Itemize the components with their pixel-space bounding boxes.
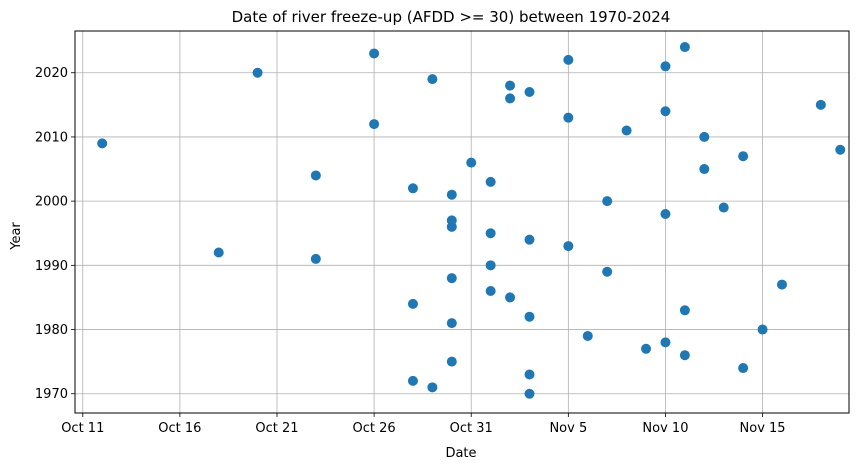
data-point [505, 292, 516, 303]
data-point [524, 234, 535, 245]
x-tick-label: Nov 15 [740, 421, 786, 436]
data-point [641, 343, 652, 354]
data-point [446, 273, 457, 284]
data-point [602, 196, 613, 207]
data-point [563, 112, 574, 123]
data-point [563, 54, 574, 65]
data-point [660, 208, 671, 219]
data-point [213, 247, 224, 258]
x-tick-label: Oct 16 [158, 421, 201, 436]
x-axis-ticks: Oct 11 Oct 16 Oct 21 Oct 26 Oct 31 Nov 5 Nov 1… [61, 413, 786, 436]
x-tick-label: Oct 21 [255, 421, 298, 436]
y-tick-label: 2020 [35, 66, 68, 81]
data-point [446, 356, 457, 367]
data-point [446, 318, 457, 329]
data-point [582, 330, 593, 341]
data-point [97, 138, 108, 149]
data-point [407, 183, 418, 194]
data-point [563, 241, 574, 252]
data-point [679, 42, 690, 53]
data-points [97, 42, 846, 399]
data-point [621, 125, 632, 136]
y-axis-title: Year [9, 222, 24, 251]
data-point [718, 202, 729, 213]
data-point [466, 157, 477, 168]
data-point [524, 86, 535, 97]
data-point [310, 170, 321, 181]
data-point [524, 369, 535, 380]
plot-area-frame [74, 30, 850, 414]
y-tick-label: 1980 [35, 323, 68, 338]
data-point [505, 93, 516, 104]
data-point [835, 144, 846, 155]
data-point [407, 298, 418, 309]
data-point [427, 74, 438, 85]
data-point [485, 176, 496, 187]
x-tick-label: Nov 10 [642, 421, 688, 436]
y-axis-ticks: 1970 1980 1990 2000 2010 2020 [35, 66, 75, 402]
data-point [679, 305, 690, 316]
data-point [738, 151, 749, 162]
y-tick-label: 2010 [35, 130, 68, 145]
data-point [776, 279, 787, 290]
y-tick-label: 2000 [35, 195, 68, 210]
data-point [446, 189, 457, 200]
data-point [699, 164, 710, 175]
data-point [446, 215, 457, 226]
chart-title: Date of river freeze-up (AFDD >= 30) bet… [232, 8, 671, 26]
data-point [505, 80, 516, 91]
data-point [660, 61, 671, 72]
x-tick-label: Nov 5 [549, 421, 587, 436]
data-point [660, 106, 671, 117]
data-point [738, 363, 749, 374]
data-point [679, 350, 690, 361]
data-point [485, 228, 496, 239]
data-point [485, 260, 496, 271]
x-tick-label: Oct 11 [61, 421, 104, 436]
data-point [660, 337, 671, 348]
data-point [524, 311, 535, 322]
data-point [699, 131, 710, 142]
data-point [602, 266, 613, 277]
data-point [310, 253, 321, 264]
data-point [485, 286, 496, 297]
data-point [524, 388, 535, 399]
data-point [252, 67, 263, 78]
data-point [757, 324, 768, 335]
data-point [407, 375, 418, 386]
grid-lines [75, 31, 849, 413]
x-tick-label: Oct 31 [450, 421, 493, 436]
y-tick-label: 1970 [35, 387, 68, 402]
data-point [369, 119, 380, 130]
y-tick-label: 1990 [35, 259, 68, 274]
x-tick-label: Oct 26 [353, 421, 396, 436]
x-axis-title: Date [445, 446, 476, 461]
data-point [369, 48, 380, 59]
data-point [427, 382, 438, 393]
data-point [815, 99, 826, 110]
